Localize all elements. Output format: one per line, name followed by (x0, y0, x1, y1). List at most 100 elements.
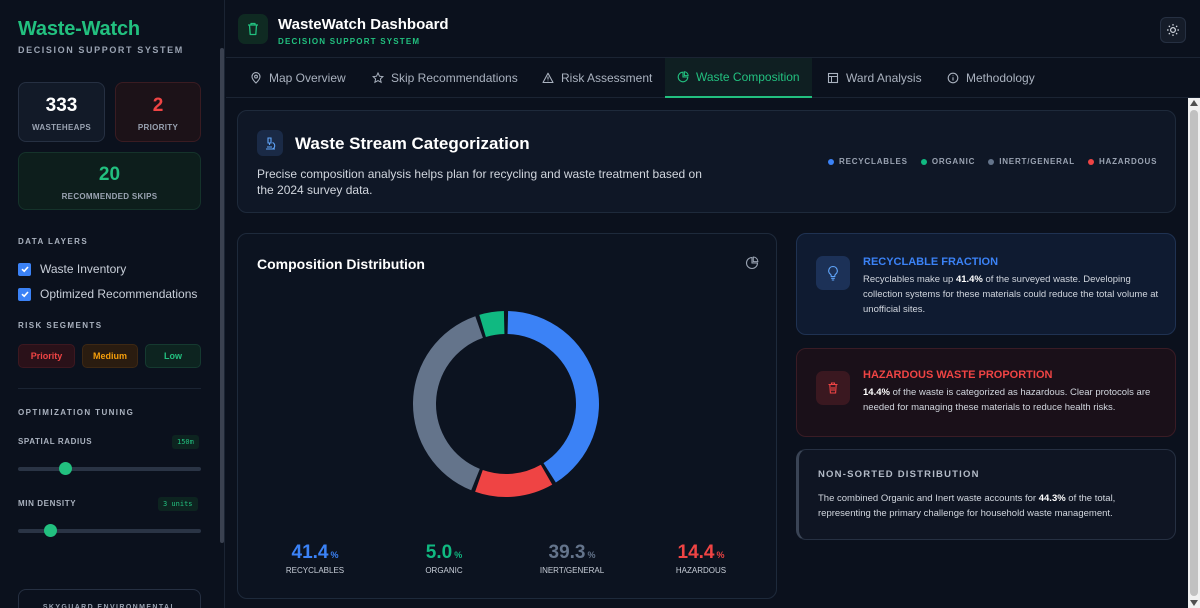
spatial-radius-value: 150m (172, 435, 199, 449)
legend-item: RECYCLABLES (828, 157, 908, 166)
stat-number: 14.4 (677, 542, 715, 563)
info-icon (947, 72, 959, 84)
recyclable-fraction-card: RECYCLABLE FRACTION Recyclables make up … (796, 233, 1176, 335)
hazardous-waste-card: HAZARDOUS WASTE PROPORTION 14.4% of the … (796, 348, 1176, 437)
layer-label: Waste Inventory (40, 262, 127, 276)
stat-label: RECYCLABLES (285, 566, 345, 575)
scroll-thumb[interactable] (1190, 110, 1198, 596)
composition-legend: RECYCLABLES ORGANIC INERT/GENERAL HAZARD… (828, 157, 1157, 166)
priority-stat: 2 PRIORITY (115, 82, 201, 142)
legend-dot (988, 158, 995, 165)
hazardous-text: 14.4% of the waste is categorized as haz… (863, 385, 1159, 415)
tab-methodology[interactable]: Methodology (935, 58, 1047, 98)
donut-slice-recyclables[interactable] (507, 311, 599, 483)
tab-bar: Map Overview Skip Recommendations Risk A… (226, 58, 1200, 98)
header: WasteWatch Dashboard DECISION SUPPORT SY… (226, 0, 1200, 58)
wasteheaps-label: WASTEHEAPS (31, 123, 91, 132)
sidebar-scrollbar[interactable] (220, 48, 224, 543)
risk-medium-button[interactable]: Medium (82, 344, 138, 368)
dashboard-subtitle: DECISION SUPPORT SYSTEM (278, 37, 421, 46)
hazardous-title: HAZARDOUS WASTE PROPORTION (863, 369, 1053, 381)
data-layers-title: DATA LAYERS (18, 237, 89, 246)
hero-title: Waste Stream Categorization (295, 134, 530, 153)
tab-label: Risk Assessment (561, 71, 653, 85)
donut-slice-inert-general[interactable] (413, 316, 483, 491)
legend-item: ORGANIC (920, 157, 976, 166)
text-pre: The combined Organic and Inert waste acc… (818, 493, 1039, 504)
text-pre: Recyclables make up (863, 274, 956, 285)
stat-value: 5.0% (384, 542, 504, 564)
donut-slice-organic[interactable] (479, 311, 505, 337)
trash-icon (238, 14, 268, 44)
stat-value: 14.4% (641, 542, 761, 564)
dashboard-title: WasteWatch Dashboard (278, 16, 449, 33)
sidebar-footer: SKYGUARD ENVIRONMENTAL (18, 589, 201, 608)
stat-unit: % (587, 550, 596, 560)
stat-number: 39.3 (548, 542, 586, 563)
legend-dot (1087, 158, 1094, 165)
text-bold: 44.3% (1038, 493, 1066, 504)
non-sorted-distribution-card: NON-SORTED DISTRIBUTION The combined Org… (796, 449, 1176, 540)
legend-label: INERT/GENERAL (999, 157, 1075, 166)
text-post: of the waste is categorized as hazardous… (863, 387, 1151, 413)
inert-stat: 39.3% INERT/GENERAL (512, 542, 632, 575)
min-density-label: MIN DENSITY (18, 499, 77, 508)
legend-label: HAZARDOUS (1098, 157, 1158, 166)
map-pin-icon (251, 72, 261, 84)
legend-item: INERT/GENERAL (988, 157, 1075, 166)
optimization-tuning-title: OPTIMIZATION TUNING (18, 408, 135, 417)
pie-chart-icon[interactable] (745, 256, 759, 270)
sidebar-divider (18, 388, 201, 389)
priority-label: PRIORITY (137, 123, 179, 132)
main-content: Waste Stream Categorization Precise comp… (226, 98, 1188, 608)
recyclable-text: Recyclables make up 41.4% of the surveye… (863, 272, 1159, 317)
tab-map-overview[interactable]: Map Overview (238, 58, 358, 98)
skips-label: RECOMMENDED SKIPS (61, 192, 158, 201)
donut-slice-hazardous[interactable] (475, 464, 553, 497)
stat-unit: % (330, 550, 339, 560)
spatial-radius-slider[interactable] (18, 462, 201, 475)
optimized-recommendations-checkbox[interactable] (18, 287, 31, 301)
scroll-up-arrow[interactable] (1190, 100, 1198, 106)
pie-chart-icon (677, 71, 689, 83)
layer-waste-inventory[interactable]: Waste Inventory (18, 262, 126, 276)
slider-thumb[interactable] (58, 462, 72, 475)
scroll-down-arrow[interactable] (1190, 600, 1198, 606)
recyclables-stat: 41.4% RECYCLABLES (255, 542, 375, 575)
sidebar: Waste-Watch DECISION SUPPORT SYSTEM 333 … (0, 0, 225, 608)
brand-subtitle: DECISION SUPPORT SYSTEM (18, 45, 184, 55)
priority-value: 2 (152, 95, 164, 116)
nonsorted-title: NON-SORTED DISTRIBUTION (818, 469, 980, 480)
layer-optimized-recommendations[interactable]: Optimized Recommendations (18, 287, 197, 301)
tab-ward-analysis[interactable]: Ward Analysis (815, 58, 934, 98)
theme-toggle-button[interactable] (1160, 17, 1186, 43)
layer-label: Optimized Recommendations (40, 287, 198, 301)
tab-waste-composition[interactable]: Waste Composition (665, 58, 812, 98)
check-icon (20, 291, 29, 298)
hero-description: Precise composition analysis helps plan … (257, 167, 702, 197)
legend-label: ORGANIC (931, 157, 976, 166)
waste-stream-card: Waste Stream Categorization Precise comp… (237, 110, 1176, 213)
stat-number: 5.0 (425, 542, 453, 563)
slider-thumb[interactable] (43, 524, 57, 537)
main-scrollbar[interactable] (1188, 98, 1200, 608)
tab-skip-recommendations[interactable]: Skip Recommendations (360, 58, 530, 98)
legend-item: HAZARDOUS (1087, 157, 1158, 166)
tab-risk-assessment[interactable]: Risk Assessment (530, 58, 664, 98)
waste-inventory-checkbox[interactable] (18, 262, 31, 276)
wasteheaps-value: 333 (45, 95, 78, 116)
trash-icon (816, 371, 850, 405)
min-density-slider[interactable] (18, 524, 201, 537)
risk-priority-button[interactable]: Priority (18, 344, 75, 368)
tab-label: Skip Recommendations (391, 71, 518, 85)
legend-label: RECYCLABLES (839, 157, 908, 166)
lightbulb-icon (816, 256, 850, 290)
risk-low-button[interactable]: Low (145, 344, 201, 368)
brand-title: Waste-Watch (18, 18, 140, 40)
nonsorted-text: The combined Organic and Inert waste acc… (818, 491, 1163, 521)
stat-value: 41.4% (255, 542, 375, 564)
text-bold: 14.4% (863, 387, 890, 398)
stat-label: ORGANIC (425, 566, 463, 575)
recyclable-title: RECYCLABLE FRACTION (863, 256, 999, 268)
